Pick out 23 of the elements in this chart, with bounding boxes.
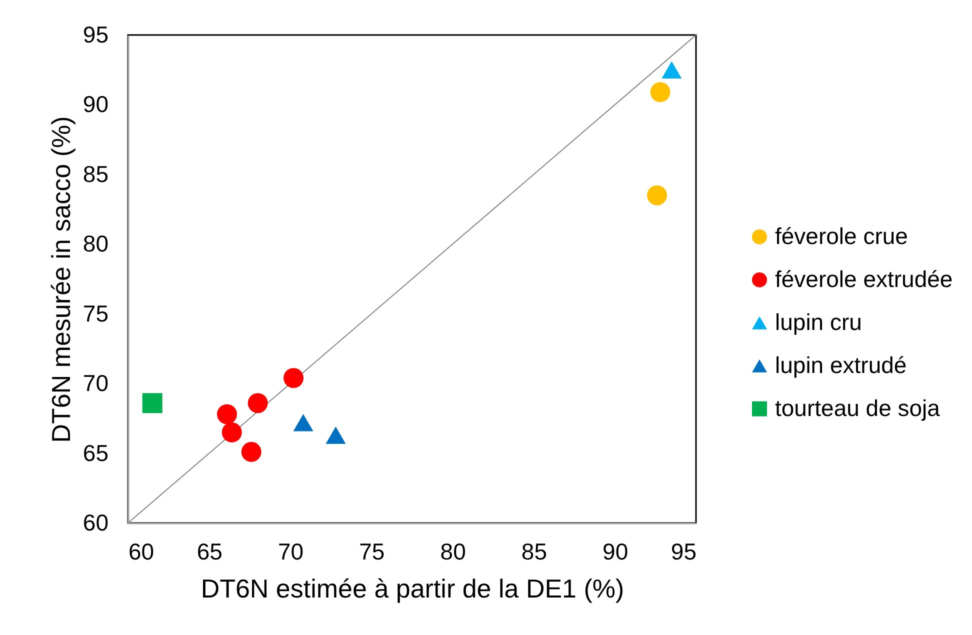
y-tick-label: 70	[82, 370, 108, 396]
legend-label: féverole crue	[775, 222, 908, 249]
y-tick-label: 60	[82, 510, 108, 536]
y-tick-label: 80	[82, 230, 108, 257]
legend-label: lupin cru	[775, 308, 862, 335]
legend-label: lupin extrudé	[775, 352, 907, 378]
y-tick-label: 65	[82, 440, 108, 466]
x-tick-label: 65	[196, 538, 222, 564]
x-tick-label: 70	[278, 538, 304, 564]
y-axis-title: DT6N mesurée in sacco (%)	[46, 116, 76, 443]
x-tick-label: 75	[359, 538, 385, 564]
y-tick-label: 90	[82, 91, 108, 118]
x-tick-label: 60	[128, 538, 154, 564]
x-tick-label: 95	[670, 538, 696, 564]
y-tick-label: 95	[82, 22, 108, 48]
y-tick-label: 75	[82, 300, 108, 326]
x-tick-label: 90	[602, 538, 628, 564]
legend-label: féverole extrudée	[775, 266, 953, 292]
legend-label: tourteau de soja	[775, 394, 940, 421]
x-tick-label: 85	[521, 538, 548, 564]
x-tick-label: 80	[440, 538, 466, 564]
y-tick-label: 85	[82, 160, 108, 187]
x-axis-title: DT6N estimée à partir de la DE1 (%)	[200, 574, 624, 604]
